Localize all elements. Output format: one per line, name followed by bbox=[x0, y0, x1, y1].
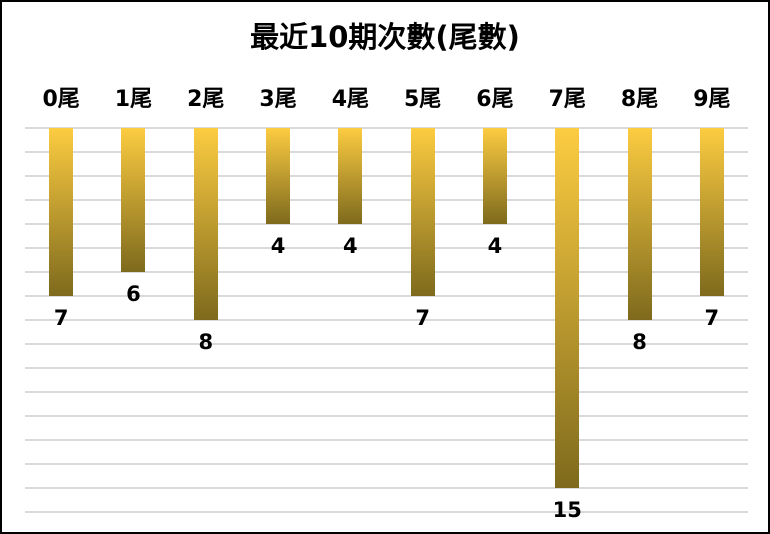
category-label: 8尾 bbox=[620, 87, 659, 112]
value-label: 4 bbox=[270, 234, 286, 258]
gridline bbox=[25, 463, 748, 465]
value-label: 6 bbox=[126, 282, 141, 306]
value-label: 15 bbox=[552, 498, 582, 522]
value-label: 7 bbox=[53, 306, 69, 330]
gridline bbox=[25, 127, 748, 129]
category-label: 2尾 bbox=[187, 87, 225, 112]
bar bbox=[555, 128, 580, 488]
gridline bbox=[25, 511, 748, 513]
gridline bbox=[25, 175, 748, 177]
gridline bbox=[25, 391, 748, 393]
gridline bbox=[25, 343, 748, 345]
gridline bbox=[25, 199, 748, 201]
value-label: 7 bbox=[415, 306, 430, 330]
value-label: 8 bbox=[198, 330, 214, 354]
category-label: 3尾 bbox=[259, 87, 297, 112]
category-label: 5尾 bbox=[403, 87, 442, 112]
value-label: 4 bbox=[487, 234, 503, 258]
value-label: 7 bbox=[704, 306, 720, 330]
category-label: 9尾 bbox=[693, 87, 731, 112]
gridline bbox=[25, 487, 748, 489]
value-label: 8 bbox=[632, 330, 647, 354]
bar bbox=[266, 128, 291, 224]
category-label: 0尾 bbox=[42, 87, 80, 112]
gridline bbox=[25, 223, 748, 225]
bar bbox=[482, 128, 507, 224]
gridline bbox=[25, 271, 748, 273]
gridline bbox=[25, 439, 748, 441]
gridline bbox=[25, 151, 748, 153]
bar bbox=[699, 128, 724, 296]
bar bbox=[49, 128, 74, 296]
gridline bbox=[25, 319, 748, 321]
category-label: 7尾 bbox=[548, 87, 586, 112]
gridline bbox=[25, 295, 748, 297]
gridline bbox=[25, 247, 748, 249]
gridline bbox=[25, 367, 748, 369]
bar bbox=[193, 128, 218, 320]
bar bbox=[410, 128, 435, 296]
category-label: 4尾 bbox=[331, 87, 369, 112]
bar bbox=[121, 128, 146, 272]
bar bbox=[338, 128, 363, 224]
gridline bbox=[25, 415, 748, 417]
category-label: 1尾 bbox=[114, 87, 153, 112]
chart-title: 最近10期次數(尾數) bbox=[250, 20, 520, 54]
value-label: 4 bbox=[343, 234, 358, 258]
category-label: 6尾 bbox=[476, 87, 514, 112]
bar bbox=[627, 128, 652, 320]
